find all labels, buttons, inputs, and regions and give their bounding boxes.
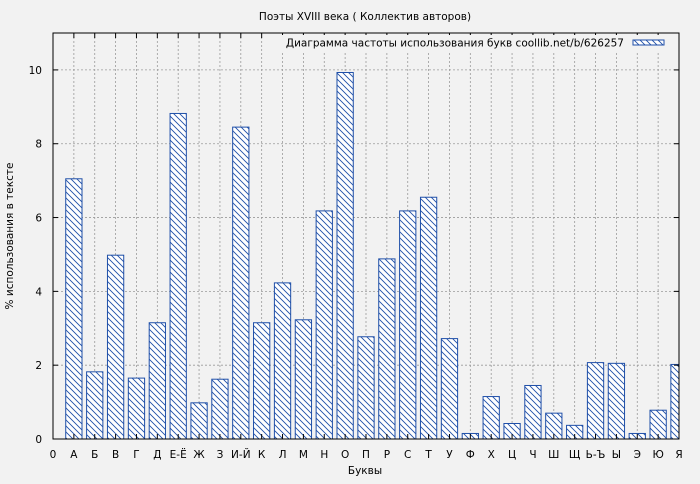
bar-Д	[148, 322, 166, 439]
x-tick-label: Г	[133, 449, 139, 461]
y-tick-label: 6	[35, 213, 42, 225]
x-tick-label: Т	[424, 449, 432, 461]
x-tick-label: Х	[488, 449, 495, 461]
x-tick-label: А	[70, 449, 78, 461]
x-tick-label: Л	[279, 449, 287, 461]
bar-Х	[482, 396, 500, 439]
bar-Н	[315, 210, 333, 439]
x-tick-label: Ы	[612, 449, 621, 461]
bar-Ч	[524, 384, 542, 439]
legend-swatch	[632, 39, 665, 46]
chart-title: Поэты XVIII века ( Коллектив авторов)	[259, 11, 471, 23]
bar-Г	[127, 377, 146, 439]
x-tick-label: Щ	[569, 449, 581, 461]
bar-Т	[419, 196, 438, 439]
bars	[65, 71, 679, 439]
y-axis-label: % использования в тексте	[4, 163, 16, 310]
x-tick-label: Ь-Ъ	[586, 449, 606, 461]
bar-З	[211, 378, 229, 439]
y-tick-label: 10	[29, 65, 42, 77]
x-tick-label: З	[217, 449, 224, 461]
y-tick-label: 0	[35, 434, 42, 446]
x-tick-label: С	[404, 449, 411, 461]
x-tick-label: Р	[384, 449, 390, 461]
x-tick-label: Н	[320, 449, 328, 461]
x-tick-label: Э	[634, 449, 641, 461]
bar-Ь-Ъ	[586, 362, 605, 439]
x-tick-label: 0	[50, 449, 57, 461]
bar-И-Й	[232, 126, 250, 439]
x-tick-label: Ф	[466, 449, 475, 461]
bar-А	[65, 178, 83, 439]
x-tick-label: М	[299, 449, 308, 461]
x-tick-label: Ж	[193, 449, 205, 461]
x-tick-label: Я	[675, 449, 682, 461]
legend: Диаграмма частоты использования букв coo…	[280, 35, 676, 51]
y-tick-label: 2	[35, 360, 42, 372]
bar-Р	[378, 258, 396, 439]
x-tick-label: О	[341, 449, 349, 461]
x-tick-label: К	[258, 449, 266, 461]
bar-В	[106, 254, 125, 439]
x-tick-label: Ч	[529, 449, 536, 461]
legend-label: Диаграмма частоты использования букв coo…	[286, 38, 624, 50]
x-tick-label: Ю	[652, 449, 663, 461]
x-tick-label: П	[362, 449, 370, 461]
y-tick-label: 4	[35, 286, 42, 298]
x-tick-label: Ш	[548, 449, 559, 461]
y-tick-label: 8	[35, 139, 42, 151]
x-tick-label: Д	[153, 449, 161, 461]
x-tick-label: И-Й	[231, 448, 251, 461]
bar-Е-Ё	[169, 112, 187, 439]
bar-С	[399, 210, 417, 439]
bar-К	[253, 322, 271, 439]
bar-Ж	[190, 402, 208, 439]
bar-Б	[86, 371, 104, 439]
x-tick-label: Е-Ё	[170, 448, 187, 461]
x-tick-label: Б	[91, 449, 98, 461]
bar-М	[294, 319, 313, 439]
x-tick-labels: 0 А Б В Г Д Е-Ё Ж З И-Й К Л М Н О П Р С Т У Ф Х Ц Ч Ш Щ Ь-Ъ Ы Э Ю Я	[50, 448, 683, 461]
bar-П	[357, 336, 375, 439]
x-tick-label: У	[446, 449, 453, 461]
x-tick-label: В	[112, 449, 119, 461]
bar-Л	[273, 282, 292, 439]
x-tick-label: Ц	[508, 449, 516, 461]
x-axis-label: Буквы	[348, 465, 382, 477]
bar-У	[440, 338, 459, 439]
y-tick-labels: 0 2 4 6 8 10	[29, 65, 43, 446]
legend-background	[280, 35, 676, 51]
bar-Ы	[607, 362, 626, 439]
bar-О	[336, 71, 354, 439]
